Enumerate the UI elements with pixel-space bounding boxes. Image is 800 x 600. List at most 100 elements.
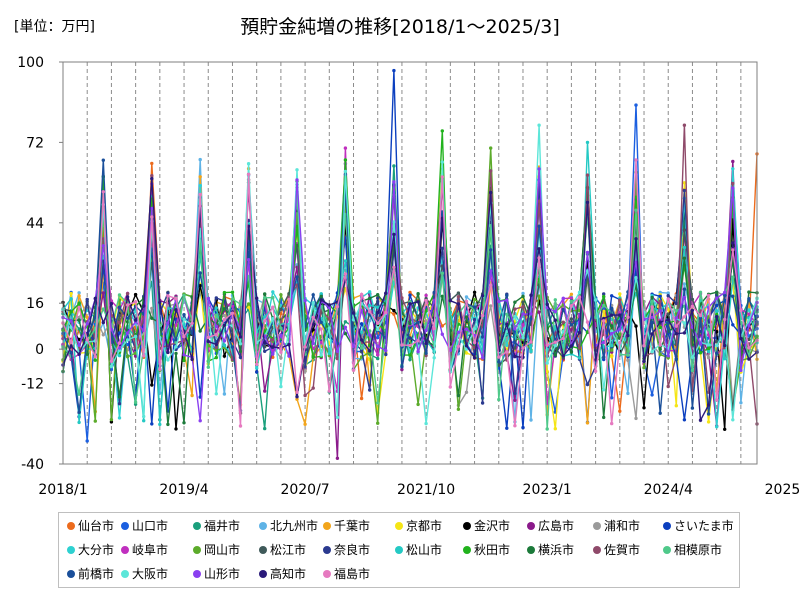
series-point [174, 351, 178, 356]
series-point [246, 162, 251, 166]
series-point [392, 312, 396, 316]
series-point [634, 208, 638, 212]
series-point [521, 346, 525, 350]
series-point [505, 322, 509, 326]
legend-item: 山形市 [193, 567, 240, 581]
series-point [505, 350, 509, 354]
legend-item: 岡山市 [193, 543, 240, 557]
series-point [618, 298, 622, 302]
series-point [585, 382, 590, 387]
legend-item: 福島市 [323, 567, 370, 581]
series-point [698, 313, 703, 318]
series-point [602, 303, 606, 308]
series-point [279, 326, 283, 330]
series-point [295, 390, 299, 394]
series-point [101, 307, 106, 311]
legend-label: 高知市 [270, 567, 307, 581]
series-point [489, 283, 493, 287]
series-point [634, 195, 638, 199]
series-point [182, 358, 186, 363]
series-point [577, 356, 582, 360]
series-point [238, 424, 243, 428]
series-point [537, 310, 541, 314]
series-point [731, 323, 735, 327]
series-point [77, 352, 81, 356]
series-point [723, 293, 727, 298]
series-point [674, 324, 678, 328]
series-point [384, 310, 388, 315]
series-point [343, 146, 348, 150]
series-point [271, 295, 275, 300]
series-point [682, 256, 687, 260]
series-point [706, 420, 711, 424]
series-point [634, 103, 638, 107]
series-point [408, 290, 412, 295]
series-point [739, 336, 743, 341]
series-point [392, 308, 396, 313]
series-point [198, 183, 202, 188]
series-point [246, 302, 251, 306]
series-point [85, 322, 89, 326]
series-point [368, 290, 372, 294]
series-point [77, 410, 81, 414]
series-point [634, 416, 638, 421]
series-line-1 [62, 153, 758, 412]
series-point [416, 320, 420, 324]
legend-marker [121, 521, 129, 530]
series-point [271, 317, 275, 321]
series-point [327, 389, 331, 393]
series-point [93, 296, 98, 301]
y-tick-label: 72 [26, 135, 44, 151]
series-point [513, 354, 517, 359]
series-point [85, 439, 89, 443]
series-point [723, 427, 727, 431]
series-point [279, 350, 283, 354]
series-point [464, 327, 469, 331]
series-point [440, 175, 444, 179]
series-point [561, 296, 565, 300]
legend-item: 秋田市 [463, 543, 510, 557]
series-point [682, 295, 687, 300]
legend-label: 松江市 [270, 543, 307, 557]
series-point [166, 294, 170, 298]
series-point [246, 258, 251, 262]
series-point [150, 215, 154, 219]
series-point [553, 309, 557, 314]
series-point [263, 319, 267, 323]
series-point [666, 354, 670, 358]
series-point [368, 319, 372, 323]
series-point [706, 349, 711, 354]
series-point [69, 350, 73, 355]
series-point [618, 332, 622, 336]
series-point [271, 338, 275, 342]
series-point [85, 352, 89, 356]
series-point [739, 308, 743, 313]
series-point [602, 355, 606, 360]
series-point [359, 346, 364, 350]
series-point [602, 415, 606, 420]
series-point [424, 293, 428, 298]
series-point [214, 392, 218, 396]
series-point [125, 292, 130, 296]
series-point [521, 425, 525, 430]
series-point [109, 417, 114, 422]
series-point [440, 332, 444, 336]
legend-label: 相模原市 [674, 543, 723, 557]
legend-item: 岐阜市 [121, 543, 168, 557]
series-point [537, 256, 541, 260]
series-point [166, 358, 170, 362]
series-point [618, 292, 622, 296]
series-point [610, 294, 614, 298]
series-point [739, 401, 743, 405]
series-point [125, 303, 130, 307]
series-point [715, 309, 719, 313]
series-point [351, 311, 356, 315]
series-point [368, 296, 372, 301]
series-point [125, 331, 130, 335]
series-point [109, 302, 114, 306]
series-point [271, 290, 275, 294]
series-point [311, 386, 315, 390]
legend-marker [463, 521, 471, 530]
series-point [376, 356, 380, 361]
series-point [650, 350, 654, 354]
